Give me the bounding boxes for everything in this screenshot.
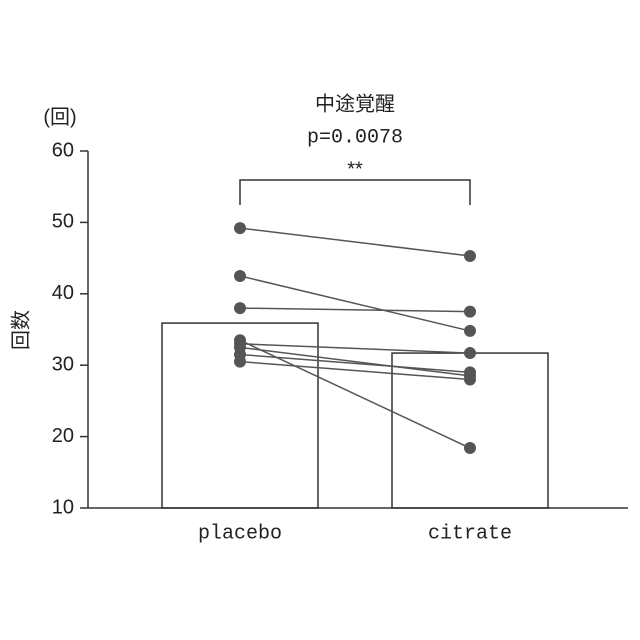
x-tick-label: citrate — [428, 522, 512, 545]
pair-line — [240, 308, 470, 312]
chart: 中途覚醒 p=0.0078 ** (回) 回数 10 20 30 40 50 60 plac… — [0, 0, 640, 640]
point — [464, 306, 476, 318]
bracket — [240, 180, 470, 205]
y-tick-label: 50 — [52, 211, 74, 233]
y-tick-label: 30 — [52, 353, 74, 375]
x-tick-label: placebo — [198, 522, 282, 545]
point — [464, 347, 476, 359]
point — [464, 325, 476, 337]
y-tick-label: 10 — [52, 496, 74, 518]
chart-subtitle: p=0.0078 — [307, 126, 403, 149]
significance: ** — [347, 158, 363, 180]
y-tick-label: 20 — [52, 425, 74, 447]
point — [234, 302, 246, 314]
pair-line — [240, 228, 470, 256]
point — [234, 222, 246, 234]
point — [234, 356, 246, 368]
y-tick-label: 40 — [52, 282, 74, 304]
point — [464, 442, 476, 454]
chart-title: 中途覚醒 — [315, 92, 395, 115]
point — [234, 270, 246, 282]
point — [464, 250, 476, 262]
point — [464, 373, 476, 385]
y-unit: (回) — [43, 106, 76, 128]
y-axis-label: 回数 — [9, 310, 32, 350]
y-tick-label: 60 — [52, 139, 74, 161]
